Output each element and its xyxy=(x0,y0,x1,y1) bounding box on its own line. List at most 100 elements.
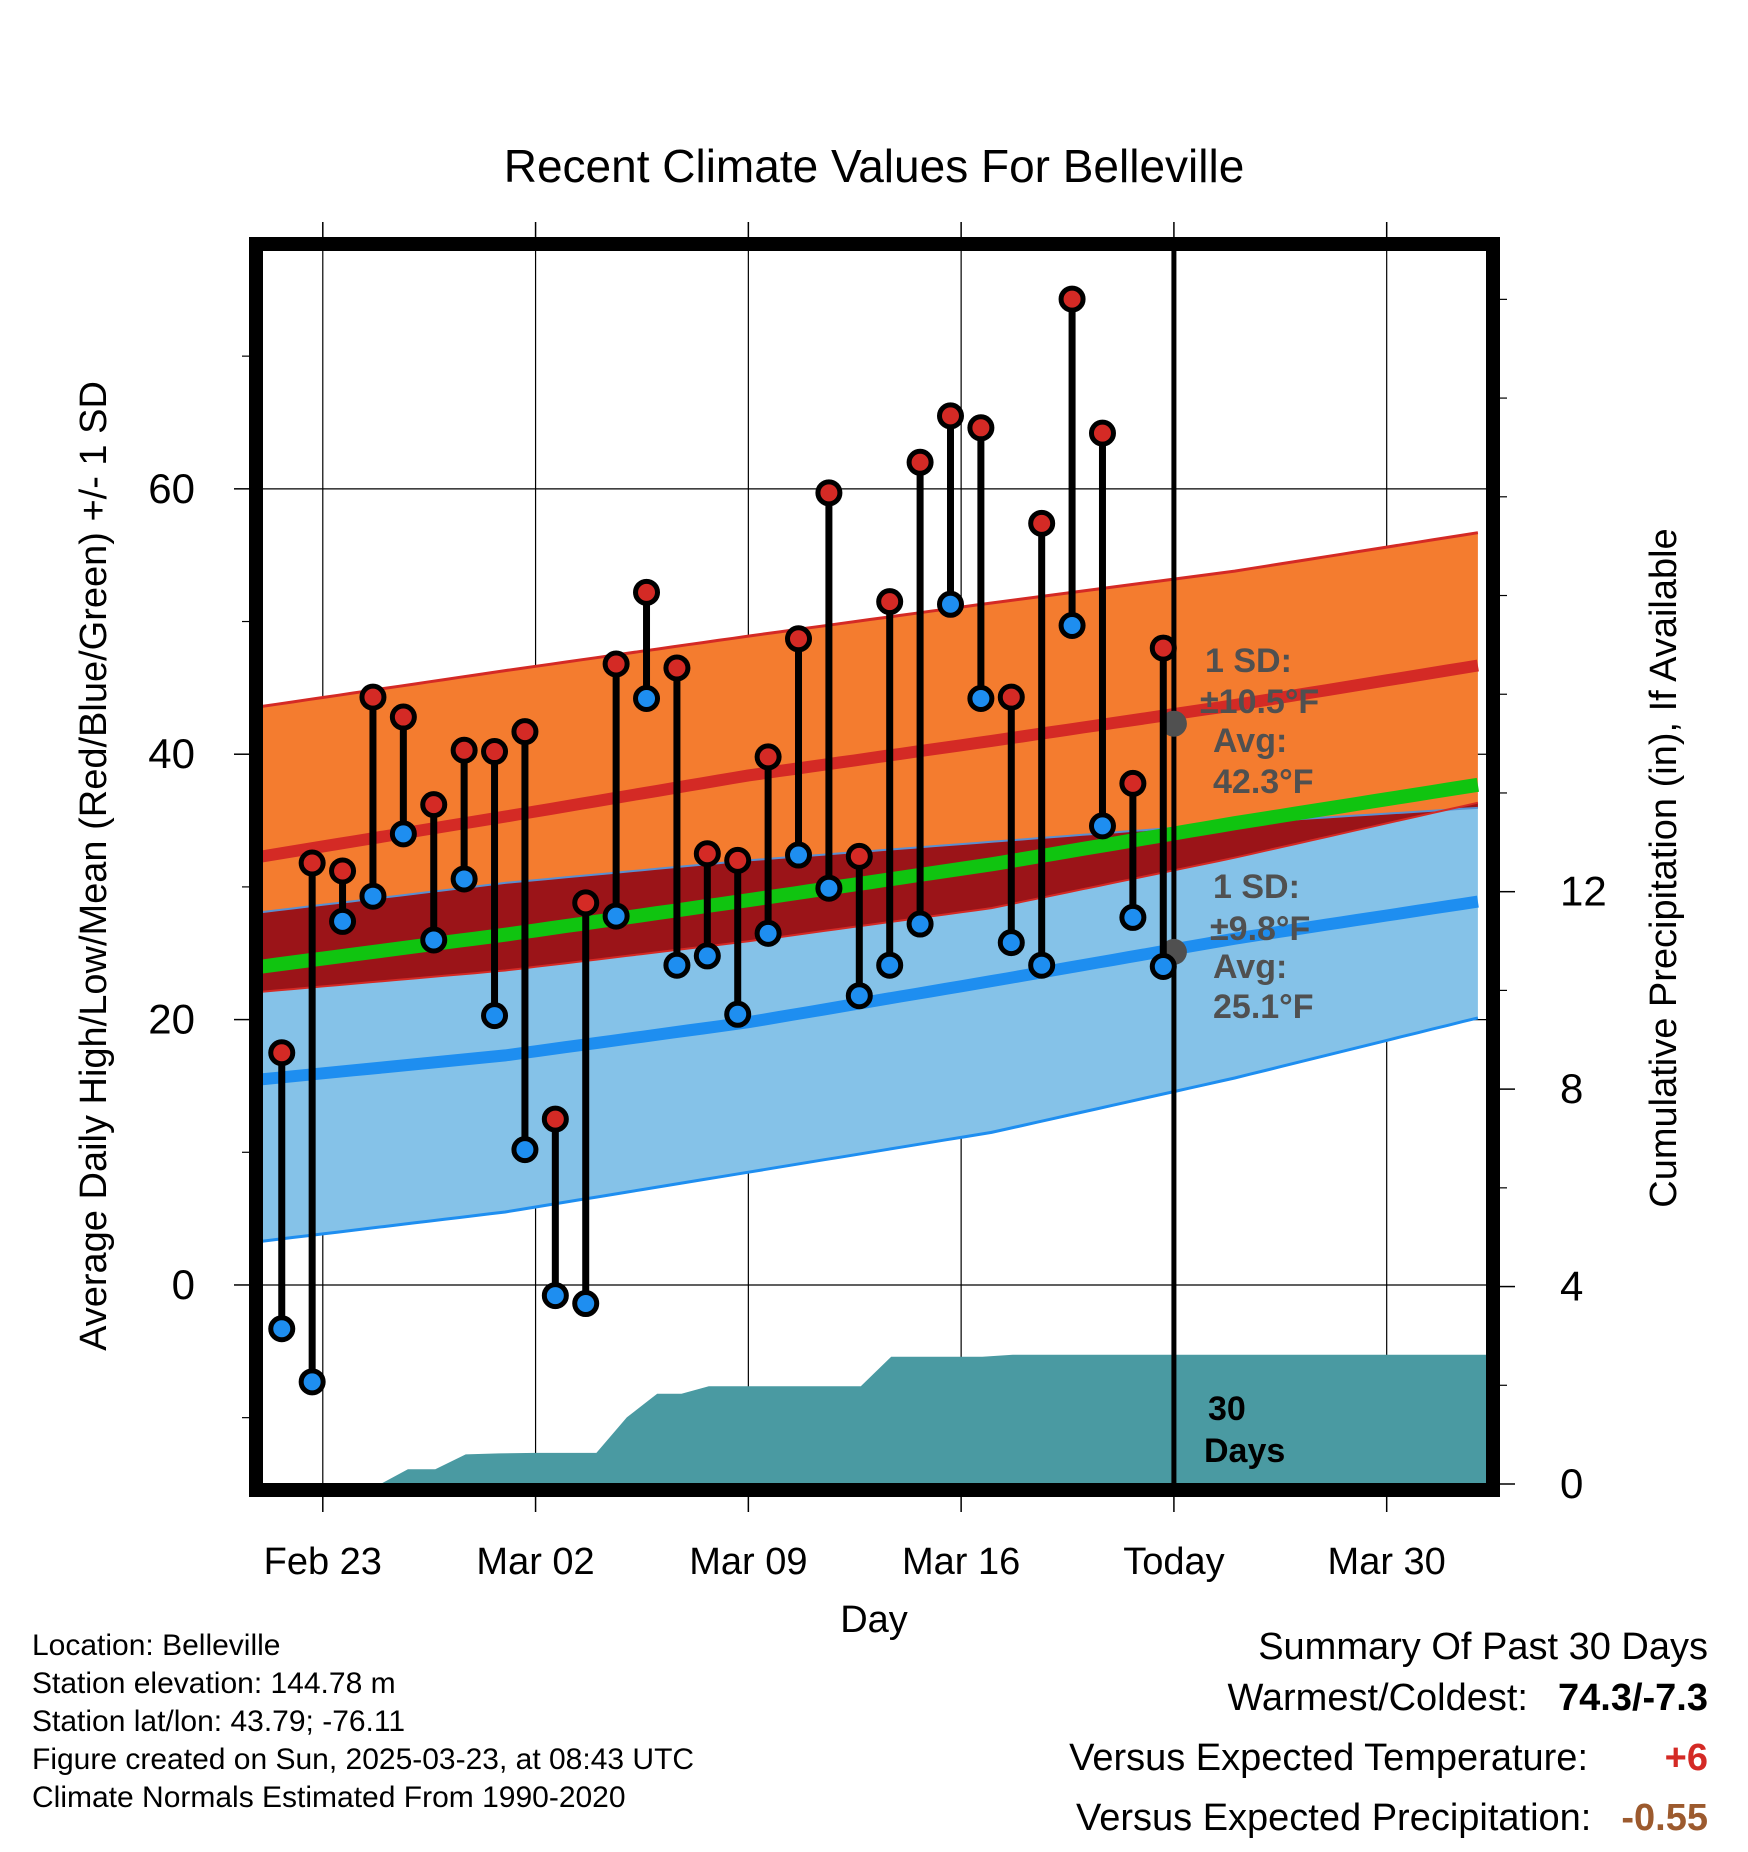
mean-normal-line xyxy=(262,777,1479,974)
low-sd-label: 1 SD: xyxy=(1213,868,1300,906)
low-point xyxy=(1119,903,1147,931)
x-tick-label: Mar 09 xyxy=(689,1541,807,1583)
warmest-label: Warmest/Coldest: xyxy=(1227,1677,1528,1719)
station-metadata: Location: Belleville Station elevation: … xyxy=(32,1627,694,1817)
plot-frame xyxy=(249,237,1500,1497)
high-point xyxy=(481,738,509,766)
days-annotation: 30 Days xyxy=(1204,1390,1285,1470)
elevation-text: Station elevation: 144.78 m xyxy=(32,1667,396,1700)
low-point xyxy=(1028,951,1056,979)
latlon-text: Station lat/lon: 43.79; -76.11 xyxy=(32,1705,406,1738)
low-point xyxy=(572,1290,600,1318)
location-text: Location: Belleville xyxy=(32,1629,281,1662)
high-point xyxy=(1149,634,1177,662)
y-tick-label-right: 12 xyxy=(1560,868,1607,915)
low-point xyxy=(845,982,873,1010)
low-point xyxy=(633,684,661,712)
precip-area xyxy=(262,1354,1487,1484)
high-point xyxy=(967,414,995,442)
low-avg-value: 25.1°F xyxy=(1213,988,1314,1026)
low-point xyxy=(876,951,904,979)
low-point xyxy=(511,1136,539,1164)
x-tick-label: Today xyxy=(1123,1541,1224,1583)
low-point xyxy=(967,684,995,712)
low-point xyxy=(541,1282,569,1310)
high-sd-upper-line xyxy=(262,531,1479,708)
y-tick-label-right: 0 xyxy=(1560,1460,1583,1507)
temp-value: +6 xyxy=(1664,1737,1708,1779)
y-tick-label-right: 4 xyxy=(1560,1263,1583,1310)
high-point xyxy=(1119,769,1147,797)
low-point xyxy=(268,1315,296,1343)
y-axis-label-right: Cumulative Precipitation (in), If Availa… xyxy=(1643,528,1685,1207)
high-point xyxy=(329,857,357,885)
high-point xyxy=(936,402,964,430)
high-point xyxy=(359,683,387,711)
warmest-value: 74.3/-7.3 xyxy=(1558,1677,1708,1719)
high-point xyxy=(450,736,478,764)
high-point xyxy=(724,846,752,874)
high-point xyxy=(389,703,417,731)
y-tick-label-left: 20 xyxy=(148,996,195,1043)
summary-warmest-row: Warmest/Coldest: 74.3/-7.3 xyxy=(1069,1672,1708,1732)
low-point xyxy=(906,910,934,938)
low-point xyxy=(1088,812,1116,840)
low-point xyxy=(1058,612,1086,640)
summary-temp-row: Versus Expected Temperature: +6 xyxy=(1069,1732,1708,1792)
high-point xyxy=(845,842,873,870)
axes: Feb 23 Mar 02 Mar 09 Mar 16 Today Mar 3002040… xyxy=(148,222,1607,1583)
high-point xyxy=(754,743,782,771)
high-point xyxy=(602,650,630,678)
high-point xyxy=(268,1039,296,1067)
low-sd-lower-line xyxy=(262,1016,1479,1243)
high-point xyxy=(906,448,934,476)
y-tick-label-left: 40 xyxy=(148,730,195,777)
high-point xyxy=(1088,419,1116,447)
summary-precip-row: Versus Expected Precipitation: -0.55 xyxy=(1069,1792,1708,1852)
low-point xyxy=(663,951,691,979)
high-point xyxy=(633,578,661,606)
low-point xyxy=(481,1002,509,1030)
low-point xyxy=(450,865,478,893)
chart-title: Recent Climate Values For Belleville xyxy=(504,140,1245,192)
high-point xyxy=(420,791,448,819)
low-point xyxy=(724,1000,752,1028)
temp-label: Versus Expected Temperature: xyxy=(1069,1737,1588,1779)
low-sd-value: ±9.8°F xyxy=(1210,910,1310,948)
low-point xyxy=(359,882,387,910)
low-avg-label: Avg: xyxy=(1213,948,1287,986)
x-tick-label: Mar 02 xyxy=(476,1541,594,1583)
low-point xyxy=(997,929,1025,957)
low-point xyxy=(602,902,630,930)
x-tick-label: Mar 30 xyxy=(1328,1541,1446,1583)
y-axis-label-left: Average Daily High/Low/Mean (Red/Blue/Gr… xyxy=(73,381,115,1351)
high-point xyxy=(572,889,600,917)
high-point xyxy=(785,625,813,653)
x-axis-label: Day xyxy=(840,1599,908,1641)
plot-area xyxy=(262,250,1487,1484)
high-sd-value: ±10.5°F xyxy=(1200,683,1319,721)
low-point xyxy=(693,942,721,970)
y-tick-label-right: 8 xyxy=(1560,1065,1583,1112)
high-point xyxy=(511,718,539,746)
summary-title: Summary Of Past 30 Days xyxy=(1258,1626,1708,1668)
low-point xyxy=(389,820,417,848)
days-label: Days xyxy=(1204,1432,1285,1470)
high-annotation: 1 SD: ±10.5°F Avg: 42.3°F xyxy=(1200,642,1319,801)
low-point xyxy=(815,874,843,902)
days-count: 30 xyxy=(1208,1390,1246,1428)
low-point xyxy=(936,590,964,618)
high-point xyxy=(541,1105,569,1133)
precip-value: -0.55 xyxy=(1621,1797,1708,1839)
high-point xyxy=(876,588,904,616)
high-point xyxy=(663,654,691,682)
high-avg-value: 42.3°F xyxy=(1213,763,1314,801)
y-tick-label-left: 60 xyxy=(148,465,195,512)
high-point xyxy=(815,479,843,507)
low-annotation: 1 SD: ±9.8°F Avg: 25.1°F xyxy=(1210,868,1314,1026)
normals-text: Climate Normals Estimated From 1990-2020 xyxy=(32,1781,626,1814)
high-avg-label: Avg: xyxy=(1213,722,1287,760)
low-point xyxy=(420,926,448,954)
high-point xyxy=(693,840,721,868)
